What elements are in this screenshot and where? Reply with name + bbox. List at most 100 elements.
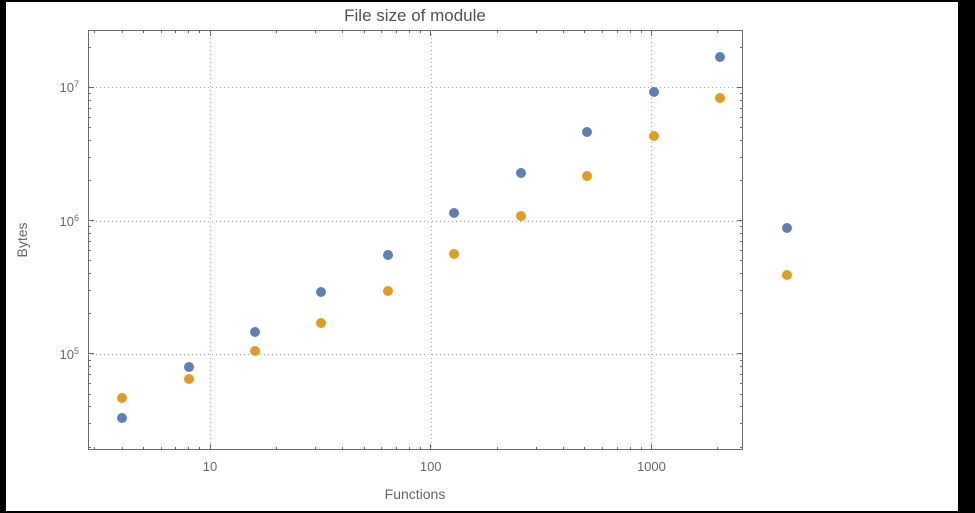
y-tick-left: [88, 366, 91, 368]
x-tick-top: [408, 30, 410, 33]
series-blue-point: [250, 327, 261, 338]
y-tick-label: 107: [59, 79, 79, 96]
x-tick-bottom: [420, 447, 422, 450]
y-tick-right: [740, 139, 743, 141]
y-tick-right: [740, 260, 743, 262]
series-blue-point: [449, 207, 460, 218]
x-tick-bottom: [396, 447, 398, 450]
x-axis-label: Functions: [384, 486, 446, 502]
x-tick-top: [275, 30, 277, 33]
series-blue-point: [316, 287, 327, 298]
x-tick-top: [143, 30, 145, 33]
y-tick-left: [88, 86, 94, 88]
x-tick-top: [160, 30, 162, 33]
x-tick-top: [430, 30, 432, 36]
x-tick-top: [121, 30, 123, 33]
y-tick-right: [740, 249, 743, 251]
series-orange-point: [515, 211, 526, 222]
y-tick-label: 106: [59, 212, 79, 229]
series-blue-point: [117, 413, 128, 424]
series-blue-point: [382, 250, 393, 261]
y-tick-left: [88, 249, 91, 251]
series-blue-point: [781, 223, 792, 234]
y-tick-exponent: 7: [73, 79, 79, 90]
x-tick-top: [584, 30, 586, 33]
gridline-horizontal: [88, 87, 743, 89]
x-tick-top: [563, 30, 565, 33]
x-tick-top: [199, 30, 201, 33]
y-tick-right: [737, 220, 743, 222]
y-tick-left: [88, 382, 91, 384]
plot-frame: [88, 30, 743, 450]
gridline-vertical: [210, 30, 211, 450]
y-tick-exponent: 5: [73, 345, 79, 356]
y-tick-left: [88, 393, 91, 395]
gridline-horizontal: [88, 220, 743, 222]
x-tick-top: [209, 30, 211, 36]
x-tick-bottom: [121, 447, 123, 450]
y-tick-left: [88, 127, 91, 129]
y-tick-left: [88, 446, 91, 448]
gridline-horizontal: [88, 353, 743, 355]
y-tick-left: [88, 289, 91, 291]
x-tick-bottom: [616, 447, 618, 450]
y-tick-left: [88, 260, 91, 262]
y-tick-left: [88, 99, 91, 101]
y-tick-right: [740, 289, 743, 291]
y-tick-right: [740, 240, 743, 242]
y-tick-left: [88, 374, 91, 376]
gridline-vertical: [430, 30, 432, 450]
x-tick-bottom: [640, 447, 642, 450]
y-tick-left: [88, 313, 91, 315]
series-orange-point: [183, 373, 194, 384]
x-tick-bottom: [650, 444, 652, 450]
series-orange-point: [449, 249, 460, 260]
y-tick-right: [740, 359, 743, 361]
series-blue-point: [582, 127, 593, 138]
y-tick-right: [740, 156, 743, 158]
y-tick-right: [740, 127, 743, 129]
y-tick-right: [740, 99, 743, 101]
x-tick-bottom: [363, 447, 365, 450]
x-tick-top: [342, 30, 344, 33]
series-orange-point: [582, 171, 593, 182]
y-tick-left: [88, 406, 91, 408]
x-tick-bottom: [199, 447, 201, 450]
y-tick-left: [88, 93, 91, 95]
x-tick-top: [314, 30, 316, 33]
y-tick-right: [740, 382, 743, 384]
series-blue-point: [515, 167, 526, 178]
x-tick-top: [94, 30, 96, 33]
x-tick-bottom: [275, 447, 277, 450]
x-tick-top: [381, 30, 383, 33]
series-orange-point: [117, 392, 128, 403]
x-tick-bottom: [381, 447, 383, 450]
y-tick-left: [88, 180, 91, 182]
y-tick-right: [740, 446, 743, 448]
series-blue-point: [648, 87, 659, 98]
x-tick-bottom: [160, 447, 162, 450]
y-tick-right: [740, 366, 743, 368]
series-orange-point: [648, 131, 659, 142]
x-tick-top: [175, 30, 177, 33]
series-orange-point: [781, 270, 792, 281]
y-axis-label: Bytes: [14, 222, 30, 258]
y-tick-right: [740, 406, 743, 408]
y-tick-right: [740, 313, 743, 315]
series-orange-point: [715, 93, 726, 104]
x-tick-bottom: [408, 447, 410, 450]
y-tick-right: [737, 86, 743, 88]
y-tick-right: [740, 423, 743, 425]
x-tick-top: [616, 30, 618, 33]
x-tick-label: 100: [419, 459, 442, 474]
x-tick-top: [535, 30, 537, 33]
x-tick-top: [396, 30, 398, 33]
gridline-vertical: [651, 30, 653, 450]
x-tick-bottom: [717, 447, 719, 450]
x-tick-label: 1000: [636, 459, 666, 474]
x-tick-top: [650, 30, 652, 36]
y-tick-left: [88, 116, 91, 118]
y-tick-left: [88, 220, 94, 222]
chart-canvas: File size of module Bytes Functions 10 10…: [6, 2, 958, 511]
